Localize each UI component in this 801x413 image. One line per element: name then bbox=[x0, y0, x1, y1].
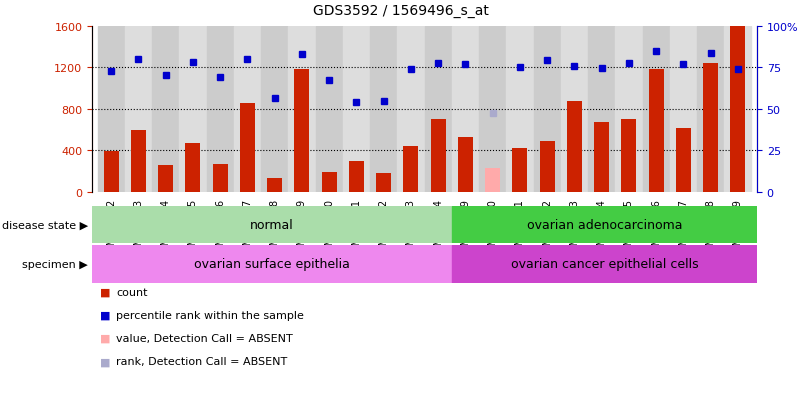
Bar bbox=[98, 27, 125, 192]
Text: value, Detection Call = ABSENT: value, Detection Call = ABSENT bbox=[116, 333, 293, 343]
Bar bbox=[316, 27, 343, 192]
Text: ovarian cancer epithelial cells: ovarian cancer epithelial cells bbox=[511, 258, 698, 271]
Text: count: count bbox=[116, 287, 147, 297]
Bar bbox=[731, 27, 746, 192]
Bar bbox=[458, 137, 473, 192]
Bar bbox=[404, 147, 418, 192]
Text: ■: ■ bbox=[100, 287, 111, 297]
Bar bbox=[92, 246, 453, 283]
Bar bbox=[179, 27, 207, 192]
Bar bbox=[453, 246, 757, 283]
Bar bbox=[397, 27, 425, 192]
Bar bbox=[588, 27, 615, 192]
Bar bbox=[513, 149, 527, 192]
Bar bbox=[622, 120, 636, 192]
Bar bbox=[479, 27, 506, 192]
Bar bbox=[567, 102, 582, 192]
Bar bbox=[485, 169, 500, 192]
Bar bbox=[561, 27, 588, 192]
Bar bbox=[370, 27, 397, 192]
Text: specimen ▶: specimen ▶ bbox=[22, 259, 88, 269]
Bar bbox=[158, 166, 173, 192]
Bar bbox=[295, 70, 309, 192]
Bar bbox=[125, 27, 152, 192]
Bar bbox=[452, 27, 479, 192]
Bar bbox=[186, 143, 200, 192]
Bar bbox=[349, 162, 364, 192]
Text: disease state ▶: disease state ▶ bbox=[2, 220, 88, 230]
Bar bbox=[152, 27, 179, 192]
Bar bbox=[453, 206, 757, 244]
Bar bbox=[642, 27, 670, 192]
Bar bbox=[431, 120, 445, 192]
Bar bbox=[724, 27, 751, 192]
Bar bbox=[697, 27, 724, 192]
Bar bbox=[207, 27, 234, 192]
Bar bbox=[703, 64, 718, 192]
Bar bbox=[676, 129, 691, 192]
Bar bbox=[540, 141, 554, 192]
Bar bbox=[92, 206, 453, 244]
Bar bbox=[213, 164, 227, 192]
Text: normal: normal bbox=[250, 218, 294, 232]
Bar bbox=[268, 178, 282, 192]
Bar bbox=[615, 27, 642, 192]
Bar bbox=[240, 104, 255, 192]
Text: percentile rank within the sample: percentile rank within the sample bbox=[116, 310, 304, 320]
Bar bbox=[103, 151, 119, 192]
Bar bbox=[131, 131, 146, 192]
Bar bbox=[533, 27, 561, 192]
Bar bbox=[670, 27, 697, 192]
Bar bbox=[376, 174, 391, 192]
Text: ■: ■ bbox=[100, 333, 111, 343]
Text: ■: ■ bbox=[100, 310, 111, 320]
Text: GDS3592 / 1569496_s_at: GDS3592 / 1569496_s_at bbox=[312, 4, 489, 18]
Bar bbox=[343, 27, 370, 192]
Text: ■: ■ bbox=[100, 356, 111, 366]
Bar bbox=[594, 123, 609, 192]
Bar bbox=[506, 27, 533, 192]
Bar bbox=[322, 173, 336, 192]
Bar bbox=[234, 27, 261, 192]
Text: rank, Detection Call = ABSENT: rank, Detection Call = ABSENT bbox=[116, 356, 288, 366]
Text: ovarian surface epithelia: ovarian surface epithelia bbox=[194, 258, 350, 271]
Bar bbox=[425, 27, 452, 192]
Text: ovarian adenocarcinoma: ovarian adenocarcinoma bbox=[527, 218, 682, 232]
Bar bbox=[649, 70, 663, 192]
Bar bbox=[261, 27, 288, 192]
Bar bbox=[288, 27, 316, 192]
